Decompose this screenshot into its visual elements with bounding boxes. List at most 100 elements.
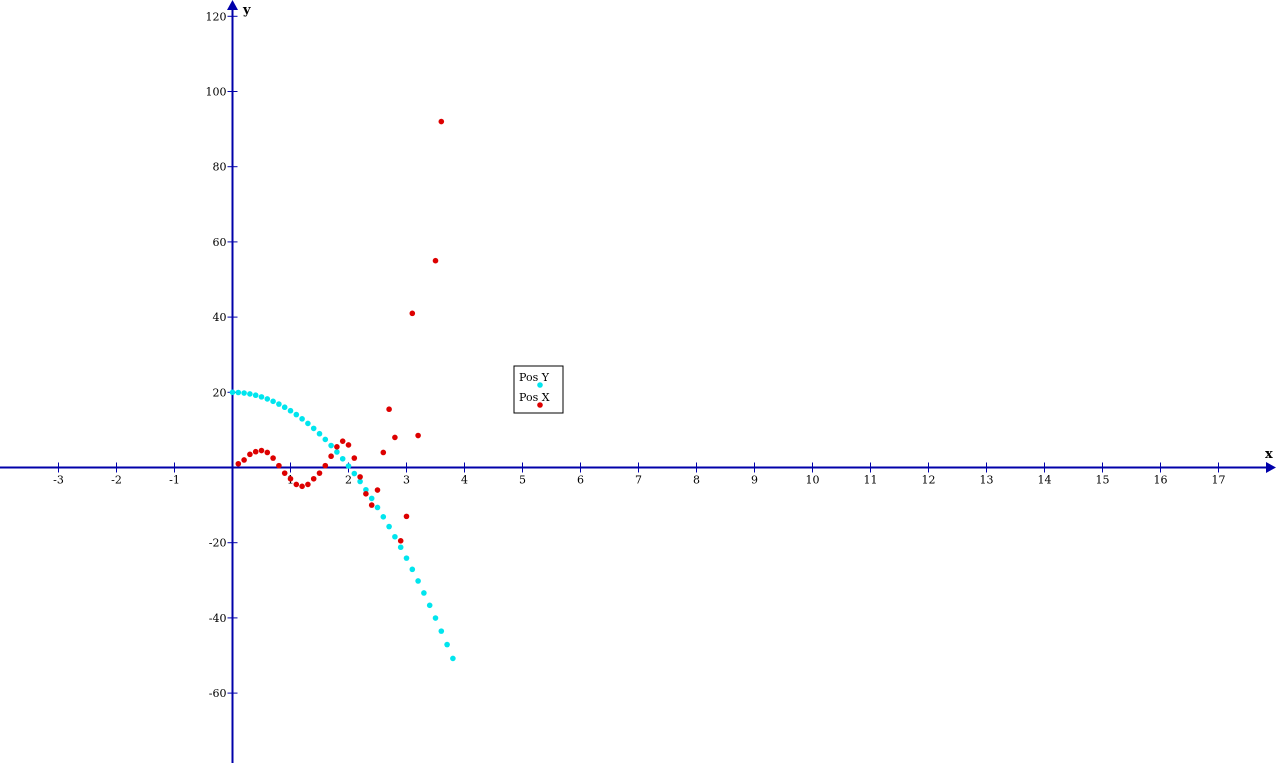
point-pos-y [426,602,433,609]
point-pos-y [392,533,398,540]
point-pos-y [322,436,329,443]
y-axis-arrow [227,0,238,10]
point-pos-x [270,455,276,461]
point-pos-y [357,478,363,485]
x-axis-label: x [1265,447,1273,462]
point-pos-y [397,544,404,551]
y-tick-label: 20 [213,386,227,399]
point-pos-x [415,432,421,439]
point-pos-x [380,449,387,456]
point-pos-x [374,487,381,493]
x-tick-label: 5 [519,474,526,487]
point-pos-x [322,462,329,469]
point-pos-x [241,457,247,463]
point-pos-y [345,463,352,469]
point-pos-x [316,470,323,476]
point-pos-x [357,474,363,480]
x-tick-label: -3 [53,474,64,487]
point-pos-y [287,407,294,414]
point-pos-x [339,438,346,444]
point-pos-y [421,590,427,596]
point-pos-x [258,447,265,454]
point-pos-y [444,641,450,648]
point-pos-y [235,389,242,396]
x-tick-label: 4 [461,474,468,487]
x-tick-label: 9 [751,474,758,487]
point-pos-y [281,404,288,411]
point-pos-y [363,486,369,493]
point-pos-x [363,491,369,497]
x-tick-label: 12 [922,474,936,487]
point-pos-x [397,538,404,544]
point-pos-y [258,394,265,400]
x-tick-label: 14 [1038,474,1052,487]
point-pos-y [270,398,276,405]
series-layer [229,118,456,662]
point-pos-x [281,470,288,476]
point-pos-y [450,655,456,662]
x-tick-label: 10 [806,474,820,487]
y-tick-label: 100 [206,86,227,99]
y-tick-label: 120 [206,10,227,23]
point-pos-y [374,504,381,511]
point-pos-y [438,628,445,634]
y-axis-label: y [242,3,251,18]
y-tick-label: 60 [213,236,227,249]
point-pos-x [345,442,352,448]
y-tick-label: -40 [209,612,227,625]
point-pos-x [386,406,392,413]
point-pos-x [252,448,259,455]
point-pos-y [380,514,387,520]
point-pos-y [432,615,439,621]
x-tick-label: 17 [1212,474,1226,487]
point-pos-x [299,483,305,490]
point-pos-x [351,455,358,461]
point-pos-y [276,401,282,407]
point-pos-x [368,502,375,508]
legend-marker-pos-y [537,382,543,388]
point-pos-y [415,578,421,584]
point-pos-y [334,449,340,455]
point-pos-x [305,481,311,488]
point-pos-x [310,475,317,482]
point-pos-y [299,416,305,422]
x-tick-label: 13 [980,474,994,487]
point-pos-x [264,449,271,456]
point-pos-y [252,392,259,399]
y-ticks: 120 100 80 60 40 20 -20 -40 -60 [206,10,238,700]
point-pos-x [334,444,340,450]
point-pos-x [235,460,242,467]
point-pos-y [351,470,358,477]
x-tick-label: 6 [577,474,584,487]
point-pos-y [328,442,334,449]
point-pos-x [432,257,439,264]
x-tick-label: 8 [693,474,700,487]
point-pos-x [293,481,300,488]
point-pos-x [287,475,294,482]
x-axis-arrow [1266,462,1276,473]
x-tick-label: 2 [345,474,352,487]
y-tick-label: -60 [209,687,227,700]
x-tick-label: -1 [169,474,180,487]
point-pos-y [264,396,271,402]
point-pos-y [316,430,323,437]
x-tick-label: 15 [1096,474,1110,487]
y-tick-label: 80 [213,161,227,174]
point-pos-x [392,434,398,441]
point-pos-x [247,451,253,458]
x-tick-label: -2 [111,474,122,487]
x-ticks: -3-2-11234567891011121314151617 [53,462,1226,487]
y-tick-label: 40 [213,311,227,324]
point-pos-x [276,462,282,469]
point-pos-x [403,513,410,520]
point-pos-y [305,420,311,427]
point-pos-y [339,455,346,462]
point-pos-x [438,118,445,125]
point-pos-y [229,389,236,396]
point-pos-y [241,390,247,396]
x-tick-label: 3 [403,474,410,487]
x-tick-label: 11 [864,474,878,487]
legend: Pos Y Pos X [513,365,564,414]
point-pos-y [403,555,410,561]
